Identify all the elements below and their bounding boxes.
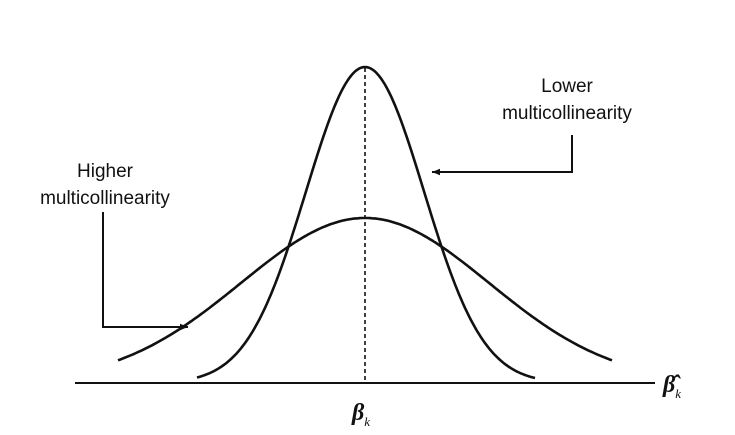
axis-label: β̂k bbox=[662, 372, 681, 401]
label-line: multicollinearity bbox=[502, 103, 632, 124]
label-line: Higher bbox=[77, 161, 134, 182]
narrow-curve bbox=[196, 65, 536, 380]
arrow-higher bbox=[102, 212, 188, 331]
arrow-lower bbox=[432, 135, 573, 176]
subscript: k bbox=[364, 414, 370, 429]
subscript: k bbox=[675, 386, 681, 401]
label-line: Lower bbox=[541, 76, 593, 97]
symbol: β bbox=[351, 400, 365, 426]
center-label: βk bbox=[351, 400, 370, 429]
label-line: multicollinearity bbox=[40, 188, 170, 209]
wide-curve bbox=[117, 216, 613, 362]
